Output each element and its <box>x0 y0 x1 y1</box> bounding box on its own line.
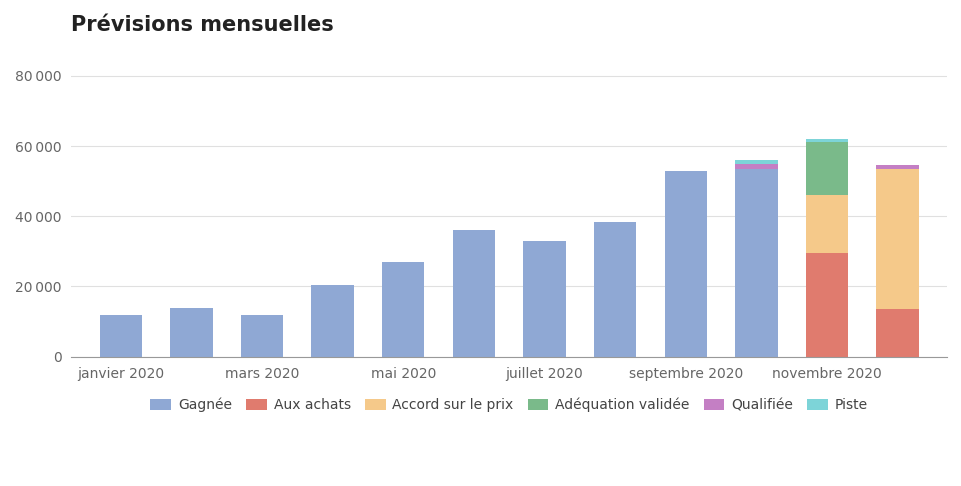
Bar <box>805 142 848 195</box>
Bar <box>734 169 776 357</box>
Bar <box>453 230 495 357</box>
Bar <box>734 160 776 164</box>
Bar <box>875 169 918 309</box>
Bar <box>170 308 212 357</box>
Bar <box>311 285 354 357</box>
Bar <box>805 195 848 253</box>
Text: Prévisions mensuelles: Prévisions mensuelles <box>71 15 333 35</box>
Bar <box>240 314 283 357</box>
Bar <box>664 171 706 357</box>
Bar <box>593 222 635 357</box>
Legend: Gagnée, Aux achats, Accord sur le prix, Adéquation validée, Qualifiée, Piste: Gagnée, Aux achats, Accord sur le prix, … <box>144 392 873 418</box>
Bar <box>805 139 848 142</box>
Bar <box>734 164 776 169</box>
Bar <box>805 253 848 357</box>
Bar <box>875 165 918 169</box>
Bar <box>523 241 565 357</box>
Bar <box>875 309 918 357</box>
Bar <box>382 262 424 357</box>
Bar <box>100 314 142 357</box>
